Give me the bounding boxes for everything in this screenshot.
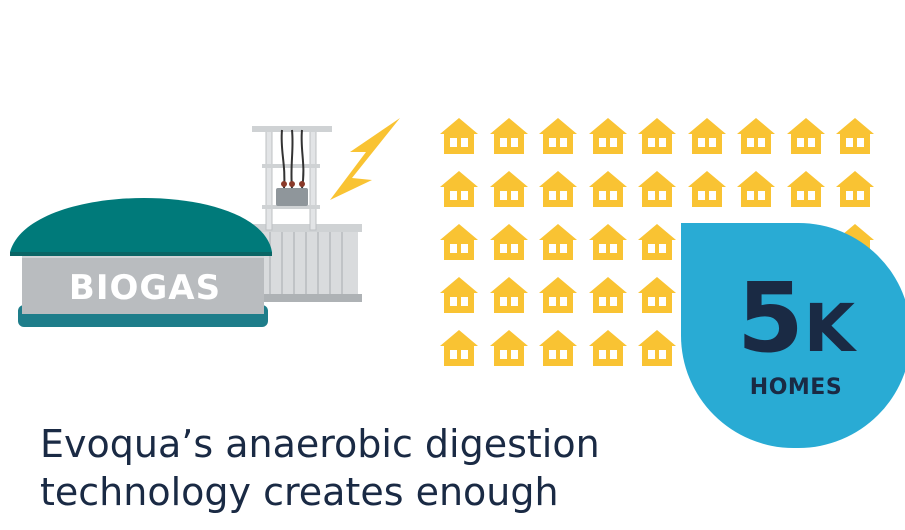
house-icon: [539, 224, 577, 260]
house-icon: [539, 330, 577, 366]
house-icon: [440, 330, 478, 366]
badge-number: 5K: [681, 270, 905, 377]
badge-caption: HOMES: [749, 375, 843, 400]
house-icon: [440, 224, 478, 260]
house-icon: [489, 118, 528, 154]
house-icon: [786, 171, 825, 207]
house-icon: [588, 277, 627, 313]
house-icon: [638, 118, 676, 154]
lightning-icon: [330, 118, 400, 200]
house-icon: [786, 118, 825, 154]
house-icon: [687, 171, 726, 207]
biogas-digester: [10, 198, 272, 327]
house-icon: [539, 277, 577, 313]
house-icon: [737, 171, 775, 207]
house-icon: [539, 171, 577, 207]
description-text: Evoqua’s anaerobic digestion technology …: [40, 420, 740, 516]
house-icon: [588, 171, 627, 207]
house-icon: [489, 277, 528, 313]
house-icon: [489, 330, 528, 366]
badge-number-suffix: K: [803, 290, 855, 367]
transformer: [244, 126, 362, 302]
house-icon: [588, 118, 627, 154]
house-icon: [638, 171, 676, 207]
house-icon: [588, 330, 627, 366]
house-icon: [836, 118, 874, 154]
house-icon: [737, 118, 775, 154]
house-icon: [489, 171, 528, 207]
description-line-1: Evoqua’s anaerobic digestion: [40, 422, 600, 466]
biogas-label: BIOGAS: [68, 268, 222, 308]
description-line-2: technology creates enough: [40, 470, 559, 514]
house-icon: [638, 224, 676, 260]
house-icon: [638, 330, 676, 366]
house-icon: [440, 171, 478, 207]
house-icon: [687, 118, 726, 154]
homes-badge: [681, 223, 905, 448]
house-icon: [638, 277, 676, 313]
house-icon: [440, 277, 478, 313]
house-icon: [836, 171, 874, 207]
house-icon: [539, 118, 577, 154]
house-icon: [440, 118, 478, 154]
house-icon: [588, 224, 627, 260]
house-icon: [489, 224, 528, 260]
badge-number-value: 5: [737, 262, 804, 374]
